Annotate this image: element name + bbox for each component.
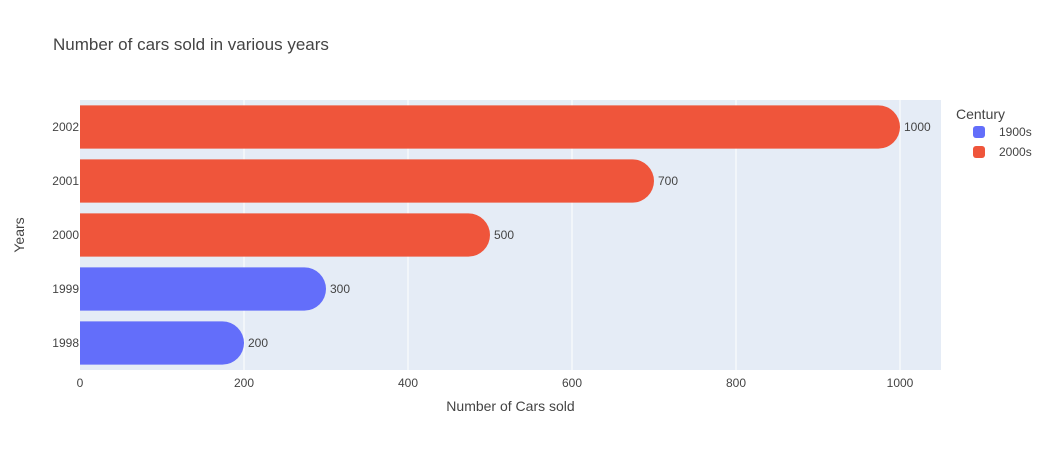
x-tick-label: 200 [234,376,254,390]
legend-swatch-1900s [973,126,985,138]
x-axis-ticks: 0 200 400 600 800 1000 [77,376,914,390]
bar-value-label: 300 [330,282,350,296]
x-tick-label: 1000 [887,376,914,390]
y-tick-label: 2001 [52,174,79,188]
bar-2000 [80,213,490,257]
x-tick-label: 600 [562,376,582,390]
y-axis-ticks: 1998 1999 2000 2001 2002 [52,120,79,350]
bars: 200 300 500 700 1000 [80,105,931,365]
legend-swatch-2000s [973,146,985,158]
legend-label: 2000s [999,145,1032,159]
legend-title: Century [956,106,1005,122]
chart-title: Number of cars sold in various years [53,35,329,54]
y-tick-label: 1999 [52,282,79,296]
bar-2002 [80,105,901,149]
legend-label: 1900s [999,125,1032,139]
bar-1998 [80,321,244,365]
x-axis-title: Number of Cars sold [446,398,574,414]
y-tick-label: 2002 [52,120,79,134]
bar-value-label: 700 [658,174,678,188]
x-tick-label: 0 [77,376,84,390]
bar-value-label: 500 [494,228,514,242]
y-tick-label: 1998 [52,336,79,350]
bar-value-label: 200 [248,336,268,350]
x-tick-label: 800 [726,376,746,390]
y-tick-label: 2000 [52,228,79,242]
legend: Century 1900s 2000s [956,106,1032,159]
bar-value-label: 1000 [904,120,931,134]
y-axis-title: Years [11,217,27,252]
x-tick-label: 400 [398,376,418,390]
bar-2001 [80,159,655,203]
bar-1999 [80,267,326,311]
